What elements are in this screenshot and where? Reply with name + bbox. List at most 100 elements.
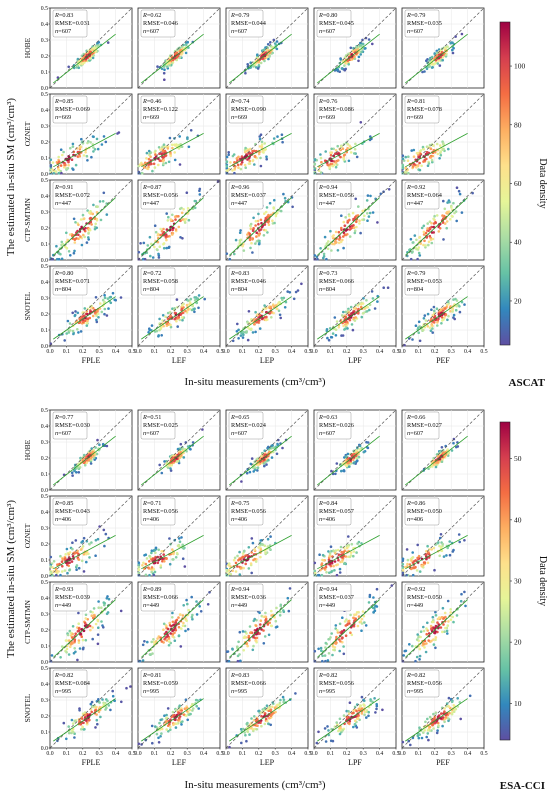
stat-n-value: 804: [414, 286, 424, 293]
data-point: [165, 238, 168, 242]
data-point: [313, 561, 317, 565]
stat-rmse-label: RMSE=: [319, 508, 340, 515]
stat-n-eq: =: [410, 28, 414, 35]
data-point: [351, 311, 354, 315]
stat-r: R=0.79: [406, 270, 425, 277]
stat-n-value: 447: [414, 200, 423, 207]
data-point: [94, 296, 98, 299]
stat-r-value: 0.83: [62, 12, 73, 19]
data-point: [167, 245, 171, 249]
data-point: [327, 652, 331, 655]
data-point: [152, 573, 156, 577]
stat-n: n=449: [231, 602, 247, 609]
stat-n: n=607: [143, 430, 159, 437]
stat-n-value: 447: [150, 200, 159, 207]
data-point: [242, 566, 245, 570]
x-tick-label: 0.5: [128, 349, 135, 355]
data-point: [338, 649, 342, 653]
data-point: [237, 328, 240, 332]
data-point: [252, 227, 255, 230]
data-point: [79, 218, 83, 221]
data-point: [236, 654, 240, 658]
data-point: [259, 218, 263, 222]
colorbar-tick-label: 20: [514, 296, 522, 305]
data-point: [338, 236, 342, 239]
data-point: [266, 537, 270, 541]
data-point: [165, 557, 168, 560]
data-point: [162, 246, 166, 250]
data-point: [241, 330, 245, 334]
data-point: [352, 226, 356, 230]
stat-r: R=0.79: [406, 12, 425, 19]
data-point: [410, 149, 414, 152]
x-tick-label: 0.4: [376, 349, 383, 355]
data-point: [248, 470, 252, 474]
stat-n-value: 607: [150, 28, 159, 35]
data-point: [449, 608, 453, 611]
data-point: [402, 159, 406, 162]
data-point: [146, 640, 149, 644]
data-point: [436, 321, 439, 324]
data-point: [401, 157, 405, 160]
data-point: [171, 231, 175, 235]
data-point: [275, 625, 279, 628]
data-point: [179, 645, 183, 648]
data-point: [137, 568, 141, 572]
data-point: [239, 238, 243, 242]
data-point: [355, 220, 358, 224]
stat-n-eq: =: [58, 114, 62, 121]
data-point: [322, 559, 325, 562]
data-point: [101, 298, 105, 302]
stat-n-eq: =: [234, 286, 238, 293]
stat-r-value: 0.81: [414, 98, 425, 105]
data-point: [180, 145, 184, 148]
data-point: [411, 165, 415, 168]
y-tick-label: 0.4: [41, 510, 48, 516]
data-point: [254, 66, 258, 69]
stat-rmse-value: 0.024: [252, 422, 267, 429]
data-point: [442, 623, 445, 626]
data-point: [412, 155, 416, 158]
data-point: [328, 166, 331, 169]
data-point: [262, 642, 266, 645]
data-point: [451, 51, 455, 55]
data-point: [61, 565, 64, 568]
data-point: [241, 630, 245, 633]
data-point: [247, 310, 251, 313]
data-point: [173, 151, 176, 154]
data-point: [160, 471, 164, 475]
data-point: [164, 154, 168, 157]
stat-r-value: 0.94: [238, 586, 250, 593]
data-point: [270, 456, 274, 459]
data-point: [332, 234, 335, 237]
data-point: [269, 306, 272, 309]
data-point: [189, 448, 192, 451]
data-point: [196, 297, 199, 300]
data-point: [335, 163, 339, 166]
data-point: [253, 322, 256, 326]
data-point: [92, 54, 96, 57]
data-point: [340, 226, 343, 230]
data-point: [148, 560, 151, 563]
data-point: [157, 252, 160, 256]
data-point: [364, 47, 367, 50]
data-point: [99, 302, 102, 305]
data-point: [90, 447, 93, 450]
data-point: [238, 242, 242, 245]
data-point: [60, 560, 64, 563]
data-point: [365, 440, 368, 444]
data-point: [169, 632, 172, 635]
data-point: [402, 654, 406, 657]
stat-r: R=0.83: [54, 12, 73, 19]
data-point: [342, 235, 345, 238]
data-point: [97, 316, 100, 319]
data-point: [425, 150, 429, 154]
data-point: [158, 328, 161, 332]
stat-rmse-value: 0.058: [164, 278, 178, 285]
data-point: [342, 645, 345, 648]
data-point: [275, 452, 279, 456]
stat-rmse-label: RMSE=: [319, 422, 340, 429]
data-point: [352, 458, 355, 462]
stat-n-value: 607: [150, 430, 159, 437]
